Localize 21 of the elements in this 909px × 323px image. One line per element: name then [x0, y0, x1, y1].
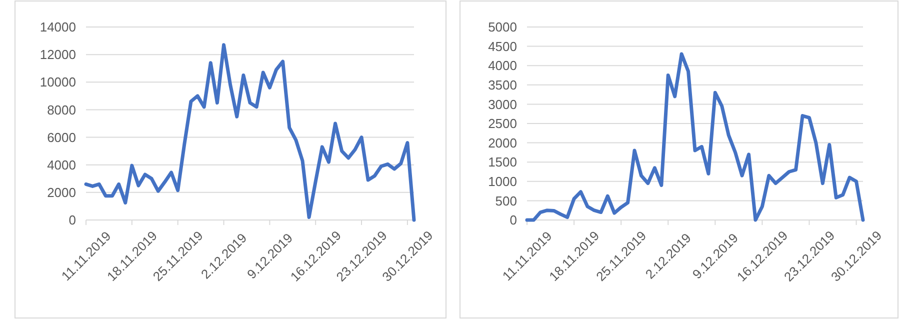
y-tick-label: 2000 — [488, 135, 517, 150]
y-tick-label: 2000 — [47, 184, 76, 200]
y-tick-label: 14000 — [40, 20, 76, 35]
y-tick-label: 3500 — [488, 77, 517, 92]
y-tick-label: 4000 — [488, 58, 517, 74]
y-tick-label: 6000 — [47, 130, 76, 145]
y-tick-label: 12000 — [40, 47, 76, 62]
y-tick-label: 1500 — [488, 154, 517, 170]
y-tick-label: 8000 — [47, 102, 76, 118]
y-tick-label: 10000 — [40, 74, 76, 90]
y-tick-label: 4500 — [488, 38, 517, 54]
line-series — [84, 43, 416, 222]
y-tick-label: 500 — [495, 193, 517, 208]
line-series — [525, 52, 865, 222]
y-tick-label: 1000 — [488, 174, 517, 189]
y-tick-label: 5000 — [488, 20, 517, 35]
y-tick-label: 0 — [68, 212, 76, 228]
y-tick-label: 0 — [510, 212, 517, 228]
y-tick-label: 4000 — [47, 157, 76, 172]
y-tick-label: 2500 — [488, 116, 517, 132]
y-tick-label: 3000 — [488, 96, 517, 112]
